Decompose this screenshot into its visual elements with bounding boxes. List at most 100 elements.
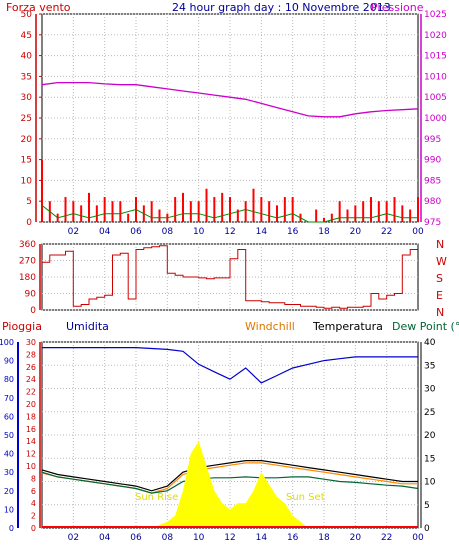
direction-tick-label: 90 (25, 290, 37, 300)
pressure-tick-label: 995 (424, 135, 441, 145)
hour-tick-label: 06 (130, 227, 142, 237)
temperature-tick-label: 20 (424, 431, 436, 441)
rain-axis-title: Pioggia (2, 320, 42, 333)
temperature-tick-label: 15 (424, 454, 435, 464)
rain-tick-label: 16 (26, 425, 36, 434)
pressure-tick-label: 1000 (424, 114, 447, 124)
temperature-legend: Temperatura (312, 320, 383, 333)
wind-tick-label: 5 (26, 197, 32, 207)
rain-tick-label: 10 (26, 462, 36, 471)
wind-tick-label: 25 (21, 114, 32, 124)
wind-direction-line (42, 245, 418, 309)
pressure-tick-label: 1015 (424, 52, 447, 62)
wind-tick-label: 20 (21, 135, 33, 145)
hour-tick-label: 04 (99, 227, 111, 237)
humidity-tick-label: 0 (9, 524, 14, 533)
compass-label: S (436, 272, 443, 285)
compass-label: N (436, 238, 444, 251)
wind-tick-label: 10 (21, 176, 33, 186)
hour-tick-label: 14 (256, 227, 268, 237)
hour-tick-label: 18 (318, 227, 330, 237)
windchill-legend: Windchill (245, 320, 295, 333)
hour-tick-label: 00 (412, 533, 424, 543)
rain-tick-label: 24 (26, 375, 36, 384)
pressure-tick-label: 1020 (424, 31, 447, 41)
temperature-tick-label: 5 (424, 501, 430, 511)
solar-radiation-area (151, 441, 309, 528)
pressure-tick-label: 990 (424, 156, 441, 166)
rain-tick-label: 12 (26, 450, 36, 459)
rain-tick-label: 28 (26, 350, 36, 359)
rain-tick-label: 14 (26, 437, 36, 446)
humidity-line (42, 347, 418, 384)
humidity-tick-label: 10 (4, 505, 14, 514)
hour-tick-label: 16 (287, 533, 299, 543)
hour-tick-label: 00 (412, 227, 424, 237)
hour-tick-label: 08 (162, 533, 174, 543)
hour-tick-label: 22 (381, 533, 392, 543)
humidity-tick-label: 80 (4, 375, 14, 384)
hour-tick-label: 02 (68, 227, 79, 237)
dewpoint-legend: Dew Point (°C (392, 320, 459, 333)
wind-tick-label: 35 (21, 72, 32, 82)
humidity-tick-label: 30 (4, 468, 14, 477)
pressure-tick-label: 980 (424, 197, 441, 207)
rain-tick-label: 20 (26, 400, 36, 409)
wind-axis-title: Forza vento (6, 1, 71, 14)
marks-layer (41, 81, 419, 528)
hour-tick-label: 12 (224, 533, 235, 543)
humidity-tick-label: 60 (4, 412, 14, 421)
pressure-axis-title: Pressione (371, 1, 424, 14)
temperature-tick-label: 25 (424, 408, 435, 418)
wind-tick-label: 45 (21, 31, 32, 41)
pressure-tick-label: 1025 (424, 10, 447, 20)
direction-tick-label: 180 (19, 273, 36, 283)
hour-tick-label: 18 (318, 533, 330, 543)
temperature-tick-label: 0 (424, 524, 430, 534)
wind-tick-label: 40 (21, 52, 33, 62)
hour-tick-label: 04 (99, 533, 111, 543)
sunrise-annotation: Sun Rise (135, 492, 178, 503)
plot-frame-1 (41, 13, 419, 223)
direction-tick-label: 270 (19, 257, 36, 267)
dewpoint-line (41, 471, 419, 494)
hour-tick-label: 20 (350, 533, 362, 543)
temperature-line (41, 460, 418, 492)
pressure-tick-label: 1005 (424, 93, 447, 103)
rain-tick-label: 18 (26, 412, 36, 421)
hour-tick-label: 12 (224, 227, 235, 237)
rain-tick-label: 30 (26, 338, 36, 347)
rain-tick-label: 0 (31, 524, 36, 533)
temperature-tick-label: 40 (424, 338, 436, 348)
rain-tick-label: 6 (31, 487, 36, 496)
humidity-tick-label: 90 (4, 357, 14, 366)
humidity-tick-label: 20 (4, 487, 14, 496)
hour-tick-label: 16 (287, 227, 299, 237)
humidity-tick-label: 70 (4, 394, 14, 403)
rain-tick-label: 26 (26, 363, 36, 372)
pressure-tick-label: 1010 (424, 72, 447, 82)
pressure-tick-label: 975 (424, 218, 441, 228)
rain-tick-label: 4 (31, 499, 36, 508)
chart-title: 24 hour graph day : 10 Novembre 2013 (172, 1, 391, 14)
axes-layer: 0510152025303540455097598098599099510001… (0, 10, 447, 543)
hour-tick-label: 02 (68, 533, 79, 543)
hour-tick-label: 06 (130, 533, 142, 543)
pressure-line (41, 81, 419, 118)
humidity-tick-label: 40 (4, 450, 14, 459)
compass-label: E (436, 289, 443, 302)
sunset-annotation: Sun Set (286, 492, 325, 503)
wind-tick-label: 30 (21, 93, 33, 103)
temperature-tick-label: 30 (424, 385, 436, 395)
wind-tick-label: 15 (21, 156, 32, 166)
wind-tick-label: 50 (21, 10, 33, 20)
hour-tick-label: 14 (256, 533, 268, 543)
rain-tick-label: 22 (26, 388, 36, 397)
hour-tick-label: 10 (193, 227, 205, 237)
hour-tick-label: 20 (350, 227, 362, 237)
compass-label: N (436, 306, 444, 319)
humidity-tick-label: 50 (4, 431, 14, 440)
grid-layer (41, 13, 419, 529)
rain-tick-label: 2 (31, 512, 36, 521)
humidity-tick-label: 100 (0, 338, 14, 347)
